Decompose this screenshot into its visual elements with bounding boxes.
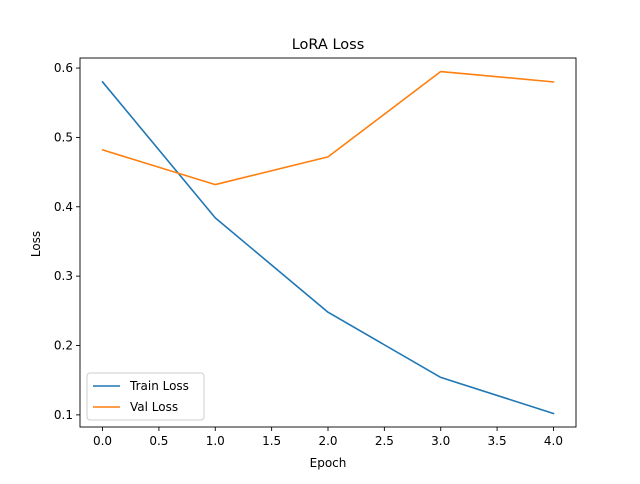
x-tick-label: 1.5	[262, 434, 281, 448]
y-tick-label: 0.4	[54, 200, 73, 214]
legend: Train Loss Val Loss	[86, 372, 205, 421]
y-tick-label: 0.6	[54, 61, 73, 75]
x-tick-label: 2.5	[375, 434, 394, 448]
y-axis-label: Loss	[29, 231, 43, 257]
x-tick-label: 0.0	[93, 434, 112, 448]
x-tick-label: 0.5	[149, 434, 168, 448]
x-axis-label: Epoch	[310, 456, 347, 470]
y-axis-ticks: 0.1 0.2 0.3 0.4 0.5 0.6	[54, 61, 80, 422]
legend-label: Train Loss	[129, 379, 189, 393]
y-tick-label: 0.3	[54, 269, 73, 283]
legend-label: Val Loss	[130, 400, 178, 414]
x-tick-label: 2.0	[318, 434, 337, 448]
x-axis-ticks: 0.0 0.5 1.0 1.5 2.0 2.5 3.0 3.5 4.0	[93, 427, 563, 448]
x-tick-label: 4.0	[544, 434, 563, 448]
series-layer	[101, 70, 555, 415]
y-tick-label: 0.5	[54, 130, 73, 144]
y-tick-label: 0.2	[54, 339, 73, 353]
y-tick-label: 0.1	[54, 408, 73, 422]
plot-area-frame	[79, 57, 577, 428]
x-tick-label: 3.5	[488, 434, 507, 448]
series-line-val-loss	[101, 70, 555, 186]
x-tick-label: 3.0	[431, 434, 450, 448]
chart-title: LoRA Loss	[292, 37, 365, 53]
x-tick-label: 1.0	[206, 434, 225, 448]
legend-box	[86, 372, 205, 421]
